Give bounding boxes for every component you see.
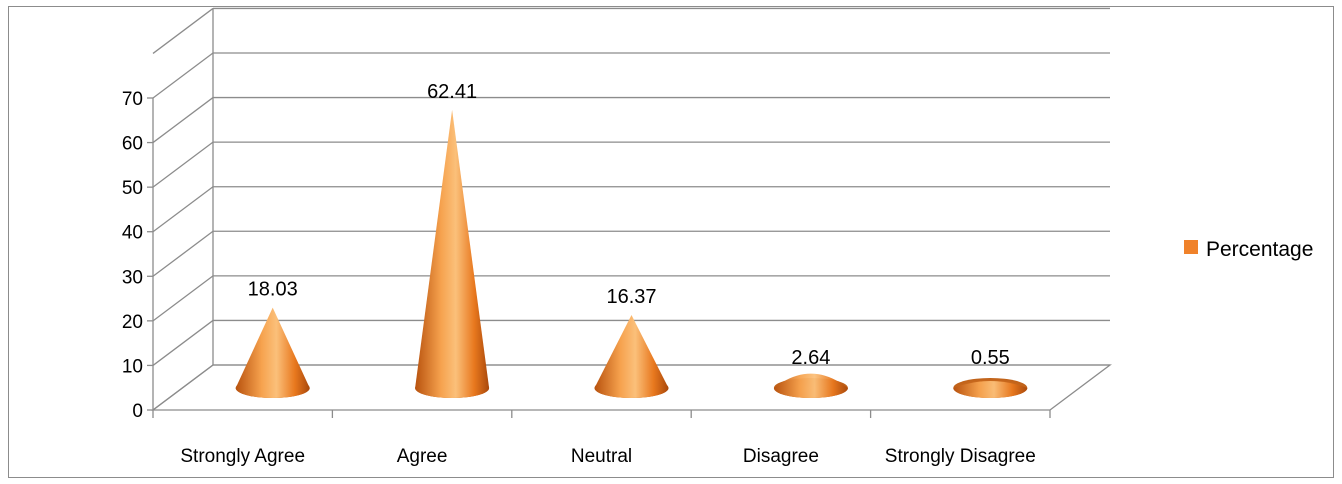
legend-label: Percentage — [1206, 238, 1313, 261]
cone-body — [235, 307, 310, 398]
side-gridline — [152, 52, 214, 99]
x-tick-label: Strongly Agree — [180, 446, 305, 467]
cone-body — [415, 109, 490, 398]
cone-mark — [235, 307, 310, 398]
side-gridline — [152, 97, 214, 144]
y-tick-label: 70 — [122, 89, 143, 110]
chart-marks — [235, 109, 1028, 398]
legend-swatch — [1184, 240, 1198, 254]
x-tick-label: Disagree — [743, 446, 819, 467]
cone-mark — [594, 315, 669, 398]
data-label: 2.64 — [791, 347, 830, 369]
y-tick-label: 30 — [122, 267, 143, 288]
cone-body — [594, 315, 669, 398]
data-label: 16.37 — [606, 286, 656, 308]
side-gridline — [152, 186, 214, 233]
cone-mark — [773, 373, 848, 398]
data-label: 62.41 — [427, 81, 477, 103]
side-gridline — [152, 275, 214, 322]
y-tick-label: 20 — [122, 312, 143, 333]
y-tick-label: 50 — [122, 178, 143, 199]
side-gridline — [152, 230, 214, 277]
cone-body — [953, 381, 1028, 398]
chart-frame — [8, 6, 1334, 478]
side-gridline — [152, 7, 214, 54]
legend: Percentage — [1184, 238, 1313, 261]
y-tick-label: 10 — [122, 356, 143, 377]
x-tick-label: Neutral — [571, 446, 632, 467]
x-tick-label: Agree — [397, 446, 448, 467]
floor — [151, 364, 1112, 411]
gridlines — [152, 7, 1110, 411]
cone-mark — [415, 109, 490, 398]
side-gridline — [152, 141, 214, 188]
cone-mark — [953, 378, 1028, 398]
y-tick-label: 40 — [122, 223, 143, 244]
chart-labels: 0 10 20 30 40 50 60 70 18.03 62.41 16.37 2.64 0.55 St… — [122, 81, 1036, 467]
y-tick-label: 60 — [122, 134, 143, 155]
y-tick-label: 0 — [132, 401, 143, 422]
side-gridline — [152, 319, 214, 366]
data-label: 0.55 — [971, 347, 1010, 369]
axes — [147, 97, 1112, 418]
data-label: 18.03 — [248, 279, 298, 301]
cone-body — [773, 373, 848, 398]
x-tick-label: Strongly Disagree — [885, 446, 1036, 467]
